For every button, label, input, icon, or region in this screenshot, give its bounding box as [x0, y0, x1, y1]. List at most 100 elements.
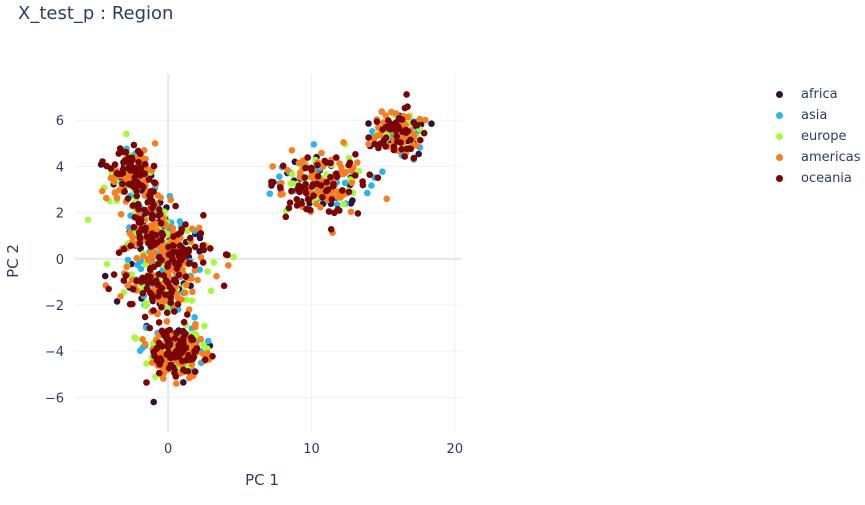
- data-point: [113, 298, 121, 305]
- data-point: [327, 226, 335, 233]
- legend-item-africa[interactable]: africa: [770, 84, 860, 105]
- data-point: [157, 210, 164, 218]
- data-point: [341, 179, 349, 187]
- legend-swatch: [776, 154, 783, 161]
- data-point: [103, 162, 110, 170]
- data-point: [147, 188, 155, 195]
- data-point: [160, 375, 167, 382]
- y-tick-label: −6: [45, 391, 64, 406]
- legend-item-asia[interactable]: asia: [770, 105, 860, 126]
- data-point: [285, 204, 293, 212]
- data-point: [169, 242, 177, 249]
- data-point: [180, 318, 188, 326]
- y-tick-label: 0: [56, 253, 64, 268]
- data-point: [184, 311, 191, 318]
- data-point: [163, 309, 171, 317]
- data-point: [327, 159, 334, 167]
- data-point: [137, 216, 145, 224]
- data-point: [133, 192, 141, 200]
- data-point: [393, 124, 400, 132]
- data-point: [220, 282, 228, 290]
- data-point: [407, 145, 415, 153]
- data-point: [207, 287, 215, 295]
- data-point: [269, 163, 277, 170]
- data-point: [145, 239, 153, 246]
- y-tick-label: −2: [45, 299, 64, 314]
- data-point: [390, 143, 398, 151]
- data-point: [173, 265, 181, 272]
- legend-item-oceania[interactable]: oceania: [770, 168, 860, 189]
- data-point: [282, 213, 290, 221]
- legend: africa asia europe americas oceania: [770, 84, 860, 189]
- data-point: [158, 285, 166, 292]
- x-tick-label: 20: [447, 442, 464, 457]
- data-point: [422, 116, 429, 124]
- data-point: [224, 251, 231, 259]
- data-point: [129, 286, 137, 293]
- data-point: [128, 154, 135, 161]
- data-point: [364, 189, 371, 197]
- data-point: [354, 159, 361, 166]
- data-point: [323, 179, 330, 186]
- data-point: [170, 233, 177, 240]
- data-point: [119, 169, 127, 177]
- data-point: [373, 118, 381, 125]
- data-point: [182, 273, 190, 281]
- data-point: [324, 186, 332, 193]
- data-point: [340, 200, 347, 208]
- data-point: [171, 276, 179, 283]
- data-point: [230, 253, 237, 261]
- data-point: [143, 233, 151, 240]
- data-point: [207, 245, 214, 252]
- data-point: [174, 301, 182, 308]
- data-point: [134, 200, 142, 208]
- data-point: [398, 145, 406, 153]
- data-point: [385, 117, 392, 124]
- data-point: [181, 289, 189, 297]
- data-point: [301, 174, 309, 181]
- data-point: [151, 179, 159, 187]
- data-point: [156, 369, 163, 377]
- data-point: [166, 363, 174, 371]
- data-point: [327, 173, 334, 181]
- data-point: [122, 148, 130, 156]
- data-point: [110, 178, 118, 186]
- legend-item-europe[interactable]: europe: [770, 126, 860, 147]
- tick-labels: 0 10 20 −6 −4 −2 0 2 4 6: [45, 114, 463, 457]
- data-point: [128, 233, 136, 241]
- data-point: [163, 334, 170, 342]
- data-point: [121, 157, 128, 165]
- data-point: [166, 283, 174, 291]
- data-point: [308, 166, 315, 174]
- data-point: [123, 263, 130, 271]
- data-point: [378, 108, 386, 115]
- data-point: [210, 259, 217, 266]
- data-point: [314, 173, 322, 180]
- y-tick-label: 4: [56, 160, 64, 175]
- data-point: [186, 234, 194, 242]
- data-point: [308, 183, 316, 190]
- data-point: [192, 243, 199, 251]
- data-point: [165, 291, 172, 299]
- data-point: [318, 149, 325, 157]
- data-point: [379, 126, 387, 133]
- legend-swatch: [776, 133, 783, 140]
- data-point: [172, 202, 179, 210]
- data-point: [336, 207, 343, 214]
- data-point: [204, 337, 212, 345]
- data-point: [415, 150, 423, 158]
- data-point: [146, 324, 154, 332]
- data-point: [124, 195, 132, 202]
- data-point: [139, 183, 147, 191]
- data-point: [122, 272, 130, 279]
- legend-label: europe: [801, 129, 847, 144]
- y-tick-label: 6: [56, 114, 64, 129]
- data-point: [383, 195, 391, 203]
- legend-item-americas[interactable]: americas: [770, 147, 860, 168]
- data-point: [200, 212, 207, 219]
- data-point: [310, 192, 317, 199]
- data-point: [117, 211, 125, 218]
- chart-title: X_test_p : Region: [18, 3, 174, 24]
- data-point: [197, 335, 205, 343]
- data-point: [132, 165, 140, 172]
